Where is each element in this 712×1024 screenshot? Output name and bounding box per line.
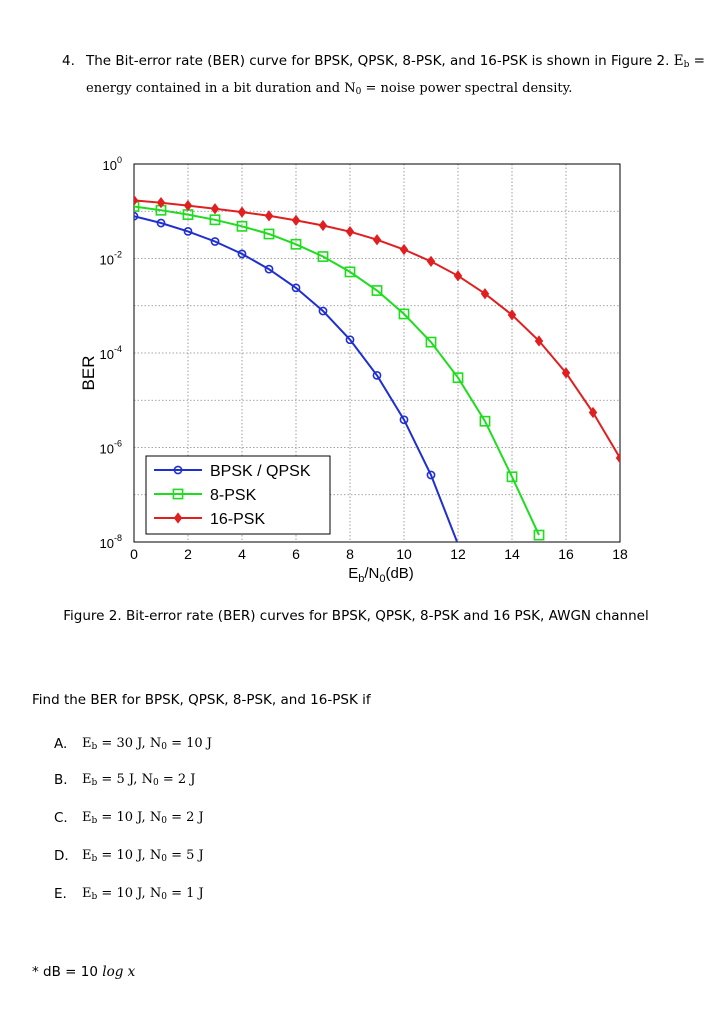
- data-point: [318, 306, 328, 316]
- data-point: [372, 234, 382, 246]
- data-point: [318, 219, 328, 232]
- data-point: [426, 255, 436, 267]
- question-line-1-text: The Bit-error rate (BER) curve for BPSK,…: [86, 53, 670, 69]
- question-line-1: The Bit-error rate (BER) curve for BPSK,…: [86, 50, 705, 76]
- series-circle: [134, 211, 459, 542]
- chart-legend: BPSK / QPSK 8-PSK 16-PSK: [145, 455, 331, 535]
- x-tick-label: 14: [504, 546, 520, 562]
- legend-marker: [173, 465, 183, 475]
- data-point: [134, 194, 139, 206]
- y-axis-label: BER: [79, 356, 98, 391]
- y-tick-label: 100: [103, 155, 122, 173]
- db-note: * dB = 10 log x: [32, 964, 136, 980]
- data-point: [506, 471, 518, 483]
- data-point: [156, 218, 166, 228]
- data-point: [398, 308, 410, 320]
- data-point: [534, 335, 544, 347]
- y-tick-label: 10-6: [100, 439, 122, 457]
- data-point: [210, 203, 220, 215]
- data-point: [507, 309, 517, 321]
- x-tick-labels: 0 2 4 6 8 10 12 14 16 18: [130, 546, 628, 562]
- data-point: [209, 214, 221, 226]
- data-point: [344, 266, 356, 278]
- legend-marker: [172, 488, 184, 500]
- data-point: [237, 206, 247, 218]
- data-point: [263, 228, 275, 240]
- x-axis-label: Eb/N0(dB): [348, 565, 414, 585]
- legend-marker: [173, 512, 183, 524]
- data-point: [615, 452, 620, 464]
- series-square: [134, 201, 545, 541]
- data-point: [183, 199, 193, 212]
- y-tick-label: 10-4: [100, 344, 122, 362]
- series-line: [134, 205, 540, 536]
- x-tick-label: 8: [346, 546, 354, 562]
- x-tick-label: 10: [396, 546, 412, 562]
- legend-label: 8-PSK: [210, 487, 257, 504]
- data-point: [345, 335, 355, 345]
- data-point: [290, 238, 302, 250]
- x-tick-label: 4: [238, 546, 246, 562]
- data-point: [317, 251, 329, 262]
- y-tick-label: 10-2: [100, 250, 122, 268]
- data-point: [452, 372, 464, 384]
- figure-caption: Figure 2. Bit-error rate (BER) curves fo…: [63, 608, 649, 624]
- data-point: [236, 220, 248, 232]
- y-tick-label: 10-8: [100, 533, 122, 551]
- data-point: [425, 336, 437, 348]
- y-tick-labels: 100 10-2 10-4 10-6 10-8: [100, 155, 122, 551]
- data-point: [264, 264, 274, 274]
- legend-label: 16-PSK: [210, 511, 265, 528]
- data-point: [480, 288, 490, 300]
- x-tick-label: 18: [612, 546, 628, 562]
- data-point: [479, 415, 491, 427]
- series-line: [134, 215, 459, 542]
- x-tick-label: 16: [558, 546, 574, 562]
- x-tick-label: 2: [184, 546, 192, 562]
- data-point: [183, 226, 193, 236]
- data-point: [399, 415, 409, 425]
- data-point: [533, 529, 545, 541]
- series-diamond: [134, 194, 620, 464]
- eb-symbol: Eb =: [673, 53, 705, 70]
- legend-label: BPSK / QPSK: [210, 463, 311, 480]
- data-point: [426, 470, 436, 480]
- data-point: [291, 214, 301, 227]
- data-point: [156, 197, 166, 209]
- data-point: [399, 243, 409, 256]
- chart-series: [134, 194, 620, 542]
- find-prompt: Find the BER for BPSK, QPSK, 8-PSK, and …: [32, 692, 371, 708]
- data-point: [264, 210, 274, 222]
- data-point: [372, 370, 382, 380]
- question-number: 4.: [62, 53, 75, 69]
- x-tick-label: 6: [292, 546, 300, 562]
- x-tick-label: 12: [450, 546, 466, 562]
- x-tick-label: 0: [130, 546, 138, 562]
- plot-frame: [133, 163, 621, 543]
- data-point: [134, 211, 139, 221]
- question-line-2: energy contained in a bit duration and N…: [86, 81, 573, 97]
- data-point: [453, 270, 463, 282]
- data-point: [371, 285, 383, 296]
- data-point: [588, 406, 598, 419]
- data-point: [291, 283, 301, 293]
- data-point: [210, 237, 220, 246]
- data-point: [345, 226, 355, 238]
- data-point: [237, 249, 247, 259]
- data-point: [561, 367, 571, 379]
